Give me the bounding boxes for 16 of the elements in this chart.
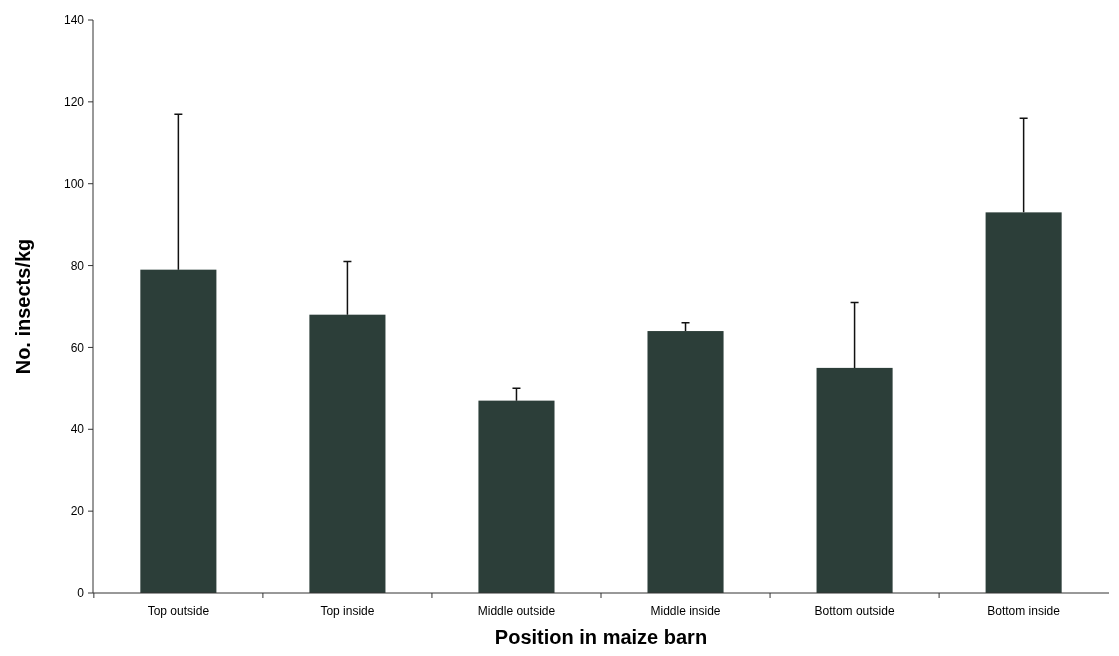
x-tick-label: Middle outside [477, 604, 556, 618]
y-tick-label: 0 [77, 586, 85, 601]
y-axis-title: No. insects/kg [12, 238, 34, 375]
y-tick-label: 60 [70, 340, 85, 355]
x-tick-label: Top outside [147, 604, 210, 618]
y-tick-label: 100 [63, 176, 85, 191]
x-tick-label: Top inside [320, 604, 375, 618]
x-tick-label: Middle inside [650, 604, 721, 618]
y-tick-label: 40 [70, 422, 85, 437]
x-axis-title: Position in maize barn [494, 626, 708, 648]
x-tick-label: Bottom inside [987, 604, 1061, 618]
y-tick-label: 140 [63, 13, 85, 28]
x-tick-label: Bottom outside [814, 604, 895, 618]
y-tick-label: 120 [63, 95, 85, 110]
y-tick-label: 20 [70, 504, 85, 519]
y-tick-label: 80 [70, 258, 85, 273]
